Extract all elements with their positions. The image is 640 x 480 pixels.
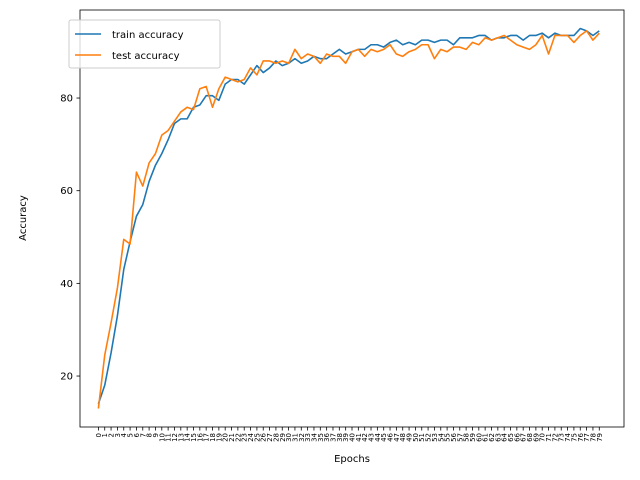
- plot-frame: [79, 9, 625, 428]
- x-tick-label: 34: [310, 432, 318, 441]
- x-tick-label: 43: [368, 433, 376, 442]
- x-tick-label: 50: [412, 433, 420, 442]
- x-tick-label: 62: [488, 433, 496, 442]
- x-tick-label: 70: [539, 433, 547, 442]
- x-tick-label: 39: [342, 433, 350, 442]
- x-tick-label: 9: [152, 433, 160, 437]
- x-tick-label: 58: [463, 433, 471, 442]
- x-tick-label: 76: [577, 432, 585, 441]
- x-tick-label: 0: [95, 433, 103, 437]
- series-layer: [97, 27, 600, 409]
- y-tick-label: 20: [60, 372, 73, 383]
- x-tick-label: 25: [253, 433, 261, 442]
- x-tick-label: 15: [190, 433, 198, 442]
- x-tick-label: 29: [279, 433, 287, 442]
- x-tick-label: 64: [501, 432, 509, 441]
- x-tick-label: 13: [177, 433, 185, 442]
- x-tick-label: 10: [158, 433, 166, 442]
- x-tick-label: 56: [450, 432, 458, 441]
- x-tick-label: 27: [266, 433, 274, 442]
- x-tick-label: 78: [589, 433, 597, 442]
- x-tick-label: 23: [241, 433, 249, 442]
- x-tick-label: 53: [431, 433, 439, 442]
- x-tick-label: 75: [570, 433, 578, 442]
- x-tick-label: 7: [139, 433, 147, 437]
- x-tick-label: 36: [323, 432, 331, 441]
- x-tick-label: 42: [361, 433, 369, 442]
- x-tick-label: 32: [298, 433, 306, 442]
- y-tick-label: 80: [60, 94, 73, 105]
- x-tick-label: 24: [247, 432, 255, 441]
- x-tick-label: 45: [380, 433, 388, 442]
- x-tick-label: 3: [114, 433, 122, 437]
- x-tick-label: 12: [171, 433, 179, 442]
- x-tick-label: 14: [184, 432, 192, 441]
- x-tick-label: 52: [425, 433, 433, 442]
- x-tick-label: 8: [146, 433, 154, 437]
- y-axis-label: Accuracy: [18, 195, 29, 241]
- x-tick-label: 11: [165, 433, 173, 442]
- x-tick-label: 69: [532, 433, 540, 442]
- legend-label-train: train accuracy: [112, 30, 184, 41]
- x-tick-label: 1: [101, 433, 109, 437]
- x-tick-label: 46: [387, 432, 395, 441]
- x-axis-ticks: 0123456789101112131415161718192021222324…: [95, 427, 604, 442]
- y-tick-label: 40: [60, 279, 73, 290]
- x-tick-label: 77: [583, 433, 591, 442]
- x-tick-label: 35: [317, 433, 325, 442]
- x-tick-label: 57: [456, 433, 464, 442]
- x-tick-label: 68: [526, 433, 534, 442]
- x-tick-label: 37: [329, 433, 337, 442]
- x-tick-label: 2: [108, 433, 116, 437]
- x-tick-label: 79: [596, 433, 604, 442]
- x-axis-label: Epochs: [334, 454, 370, 465]
- x-tick-label: 16: [196, 432, 204, 441]
- legend-box: [68, 19, 221, 69]
- x-tick-label: 17: [203, 433, 211, 442]
- x-tick-label: 5: [127, 433, 135, 437]
- x-tick-label: 55: [444, 433, 452, 442]
- x-tick-label: 74: [564, 432, 572, 441]
- x-tick-label: 18: [209, 433, 217, 442]
- x-tick-label: 21: [228, 433, 236, 442]
- x-tick-label: 67: [520, 433, 528, 442]
- x-tick-label: 61: [482, 433, 490, 442]
- x-tick-label: 54: [437, 432, 445, 441]
- legend-label-test: test accuracy: [112, 51, 180, 62]
- x-tick-label: 19: [215, 433, 223, 442]
- x-tick-label: 49: [406, 433, 414, 442]
- x-tick-label: 72: [551, 433, 559, 442]
- x-tick-label: 31: [291, 433, 299, 442]
- x-tick-label: 47: [393, 433, 401, 442]
- x-tick-label: 51: [418, 433, 426, 442]
- series-line-test: [97, 30, 600, 409]
- plot-area: [80, 10, 624, 427]
- x-tick-label: 63: [494, 433, 502, 442]
- x-tick-label: 41: [355, 433, 363, 442]
- x-tick-label: 71: [545, 433, 553, 442]
- x-tick-label: 4: [120, 432, 128, 437]
- x-tick-label: 20: [222, 433, 230, 442]
- x-tick-label: 38: [336, 433, 344, 442]
- series-line-train: [97, 27, 600, 405]
- y-axis-ticks: 20 40 60 80: [60, 94, 80, 383]
- x-tick-label: 33: [304, 433, 312, 442]
- x-tick-label: 65: [507, 433, 515, 442]
- x-tick-label: 26: [260, 432, 268, 441]
- x-tick-label: 22: [234, 433, 242, 442]
- x-tick-label: 30: [285, 433, 293, 442]
- x-tick-label: 60: [475, 433, 483, 442]
- x-tick-label: 6: [133, 432, 141, 437]
- x-tick-label: 66: [513, 432, 521, 441]
- x-tick-label: 59: [469, 433, 477, 442]
- legend: train accuracy test accuracy: [68, 19, 221, 69]
- x-tick-label: 48: [399, 433, 407, 442]
- y-tick-label: 60: [60, 186, 73, 197]
- x-tick-label: 40: [349, 433, 357, 442]
- x-tick-label: 44: [374, 432, 382, 441]
- x-tick-label: 28: [272, 433, 280, 442]
- x-tick-label: 73: [558, 433, 566, 442]
